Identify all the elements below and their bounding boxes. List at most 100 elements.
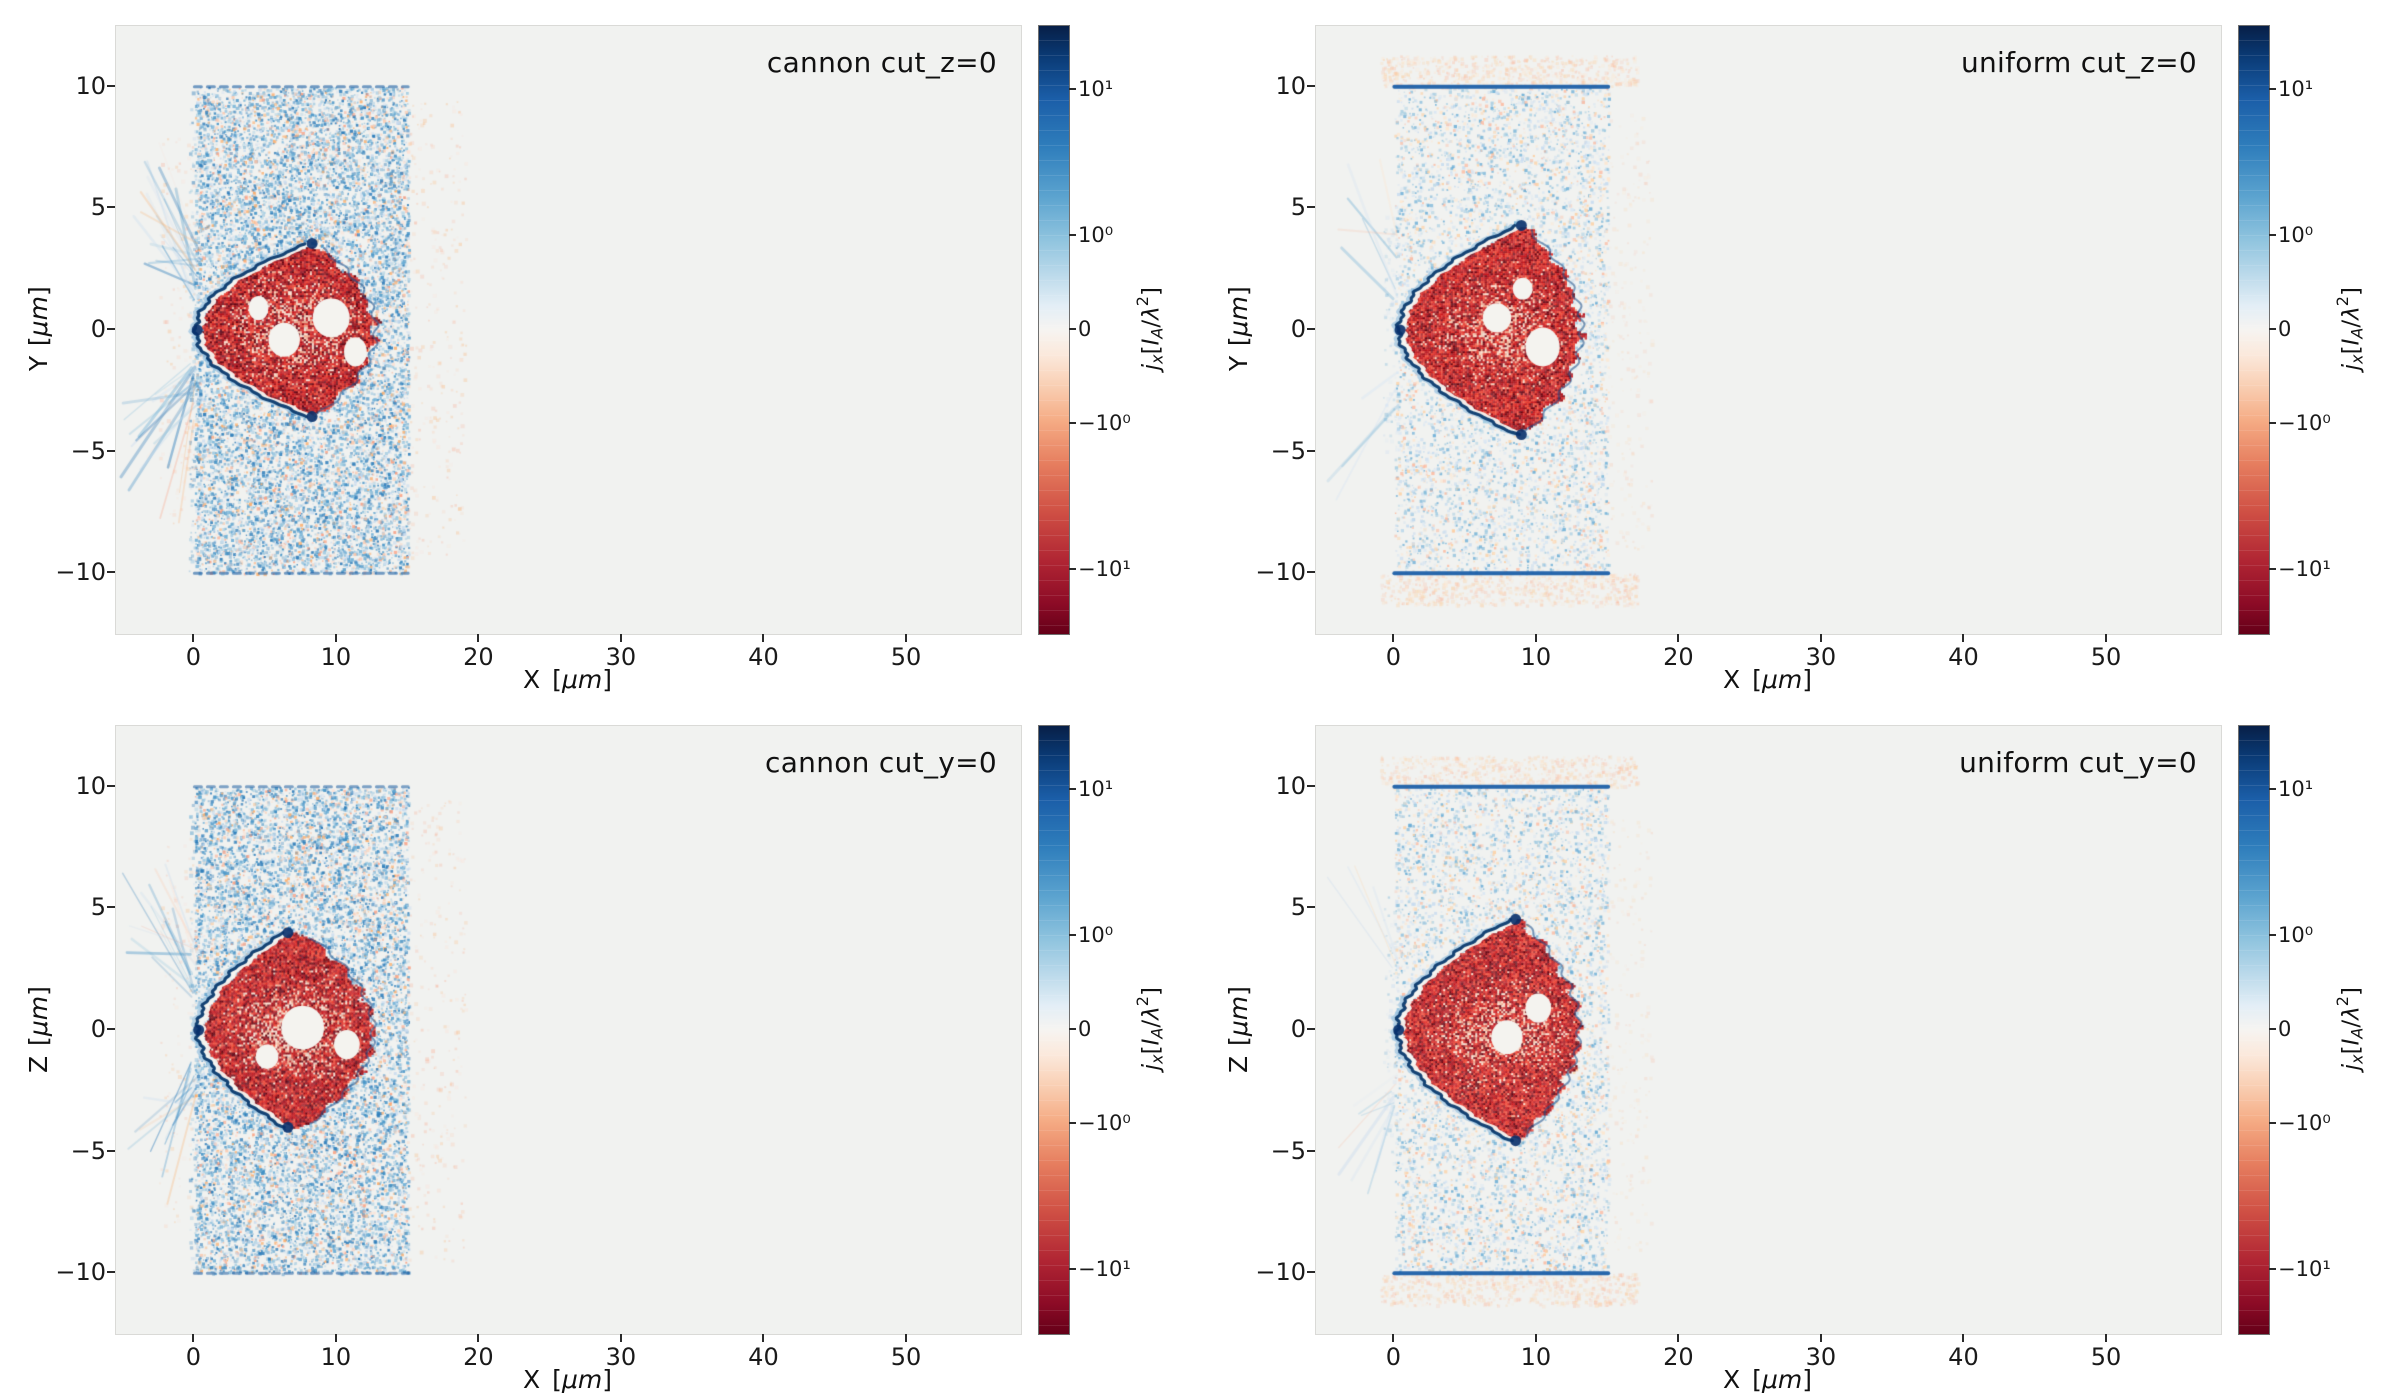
y-tick-mark [1307,571,1315,574]
y-tick-label: 10 [75,771,106,800]
x-tick-label: 50 [2090,643,2122,671]
colorbar-tick-mark [2269,1028,2276,1030]
colorbar-tick-label: −10¹ [2278,557,2331,582]
y-tick-mark [1307,1271,1315,1274]
x-tick-label: 40 [748,1343,779,1371]
x-tick-mark [1962,634,1965,642]
x-axis-name: X [523,1365,541,1394]
colorbar-tick-label: 10¹ [1078,776,1114,801]
colorbar-tick-label: 10⁰ [2278,922,2314,947]
colorbar-gradient [2239,26,2269,634]
x-tick-label: 10 [320,1343,352,1371]
x-tick-mark [762,634,765,642]
plot-area: cannon cut_y=0 [115,725,1022,1335]
colorbar-tick-mark [1069,233,1076,236]
x-tick-label: 50 [2090,1343,2122,1371]
x-tick-mark [2104,634,2107,642]
x-tick-mark [192,1334,195,1342]
colorbar-tick-mark [1069,422,1076,425]
x-tick-label: 30 [605,1343,637,1371]
y-tick-mark [1307,784,1315,787]
x-tick-label: 0 [185,643,202,671]
colorbar-tick-label: −10¹ [2278,1257,2331,1282]
y-tick-label: −10 [55,1258,106,1287]
colorbar [1038,725,1070,1335]
x-tick-mark [1819,1334,1822,1342]
colorbar-tick-label: 10⁰ [1078,222,1114,247]
y-tick-mark [1307,206,1315,209]
colorbar-label: jx[IA/λ2] [1133,987,1167,1071]
colorbar-tick-label: 0 [1078,1017,1092,1041]
plot-area: cannon cut_z=0 [115,25,1022,635]
x-tick-mark [1534,1334,1537,1342]
x-axis-label: X [μm] [1723,665,1812,694]
y-tick-label: −5 [70,436,106,465]
x-tick-mark [1677,634,1680,642]
y-tick-mark [1307,1028,1315,1030]
y-tick-mark [107,328,115,330]
heatmap-canvas [1316,726,2221,1334]
x-tick-label: 30 [1805,643,1837,671]
y-tick-label: 0 [90,315,106,343]
y-axis-name: Z [1223,1055,1253,1073]
y-tick-mark [107,1149,115,1152]
x-axis-label: X [μm] [523,1365,612,1394]
x-axis-label: X [μm] [523,665,612,694]
y-tick-label: −5 [1270,436,1306,465]
y-tick-mark [107,906,115,909]
colorbar-tick-mark [1069,1028,1076,1030]
panel-title: uniform cut_y=0 [1959,746,2197,779]
y-tick-mark [1307,84,1315,87]
x-tick-label: 40 [748,643,779,671]
y-tick-label: −10 [1255,1258,1306,1287]
y-tick-label: −5 [70,1136,106,1165]
x-tick-mark [619,1334,622,1342]
colorbar-tick-label: 0 [2278,1017,2292,1041]
x-tick-label: 30 [605,643,637,671]
colorbar-tick-mark [1069,328,1076,330]
y-tick-label: 0 [90,1015,106,1043]
colorbar-tick-label: −10⁰ [1078,411,1131,436]
panel-title: uniform cut_z=0 [1960,46,2197,79]
y-tick-label: −5 [1270,1136,1306,1165]
heatmap-canvas [116,26,1021,634]
y-tick-label: −10 [55,558,106,587]
y-tick-mark [107,1271,115,1274]
x-tick-mark [1534,634,1537,642]
heatmap-canvas [116,726,1021,1334]
colorbar-tick-label: 10¹ [2278,776,2314,801]
x-tick-label: 50 [890,643,922,671]
x-axis-name: X [523,665,541,694]
colorbar-tick-label: 10¹ [1078,76,1114,101]
x-axis-label: X [μm] [1723,1365,1812,1394]
x-tick-mark [192,634,195,642]
x-tick-mark [2104,1334,2107,1342]
x-axis-name: X [1723,1365,1741,1394]
x-tick-mark [1392,1334,1395,1342]
x-tick-mark [334,634,337,642]
panel-cannon-cut-z0: Y[μm] cannon cut_z=0 X [μm] jx[IA/λ2] 0 10… [0,0,1200,700]
y-tick-mark [1307,449,1315,452]
colorbar-tick-mark [2269,787,2276,790]
colorbar-tick-mark [1069,1268,1076,1271]
y-tick-label: 0 [1290,1015,1306,1043]
colorbar-tick-mark [2269,87,2276,90]
y-tick-label: 10 [1275,71,1306,100]
x-tick-label: 0 [1385,643,1402,671]
x-tick-mark [904,634,907,642]
x-tick-mark [1392,634,1395,642]
colorbar-tick-mark [2269,422,2276,425]
colorbar-tick-mark [2269,1122,2276,1125]
colorbar-tick-label: −10¹ [1078,557,1131,582]
x-tick-mark [904,1334,907,1342]
x-tick-mark [619,634,622,642]
x-tick-label: 20 [463,643,494,671]
x-tick-mark [477,634,480,642]
y-tick-label: 5 [1290,193,1306,222]
colorbar-tick-label: 0 [2278,317,2292,341]
plot-area: uniform cut_y=0 [1315,725,2222,1335]
x-tick-label: 20 [1663,1343,1694,1371]
y-tick-label: 0 [1290,315,1306,343]
y-tick-mark [1307,1149,1315,1152]
